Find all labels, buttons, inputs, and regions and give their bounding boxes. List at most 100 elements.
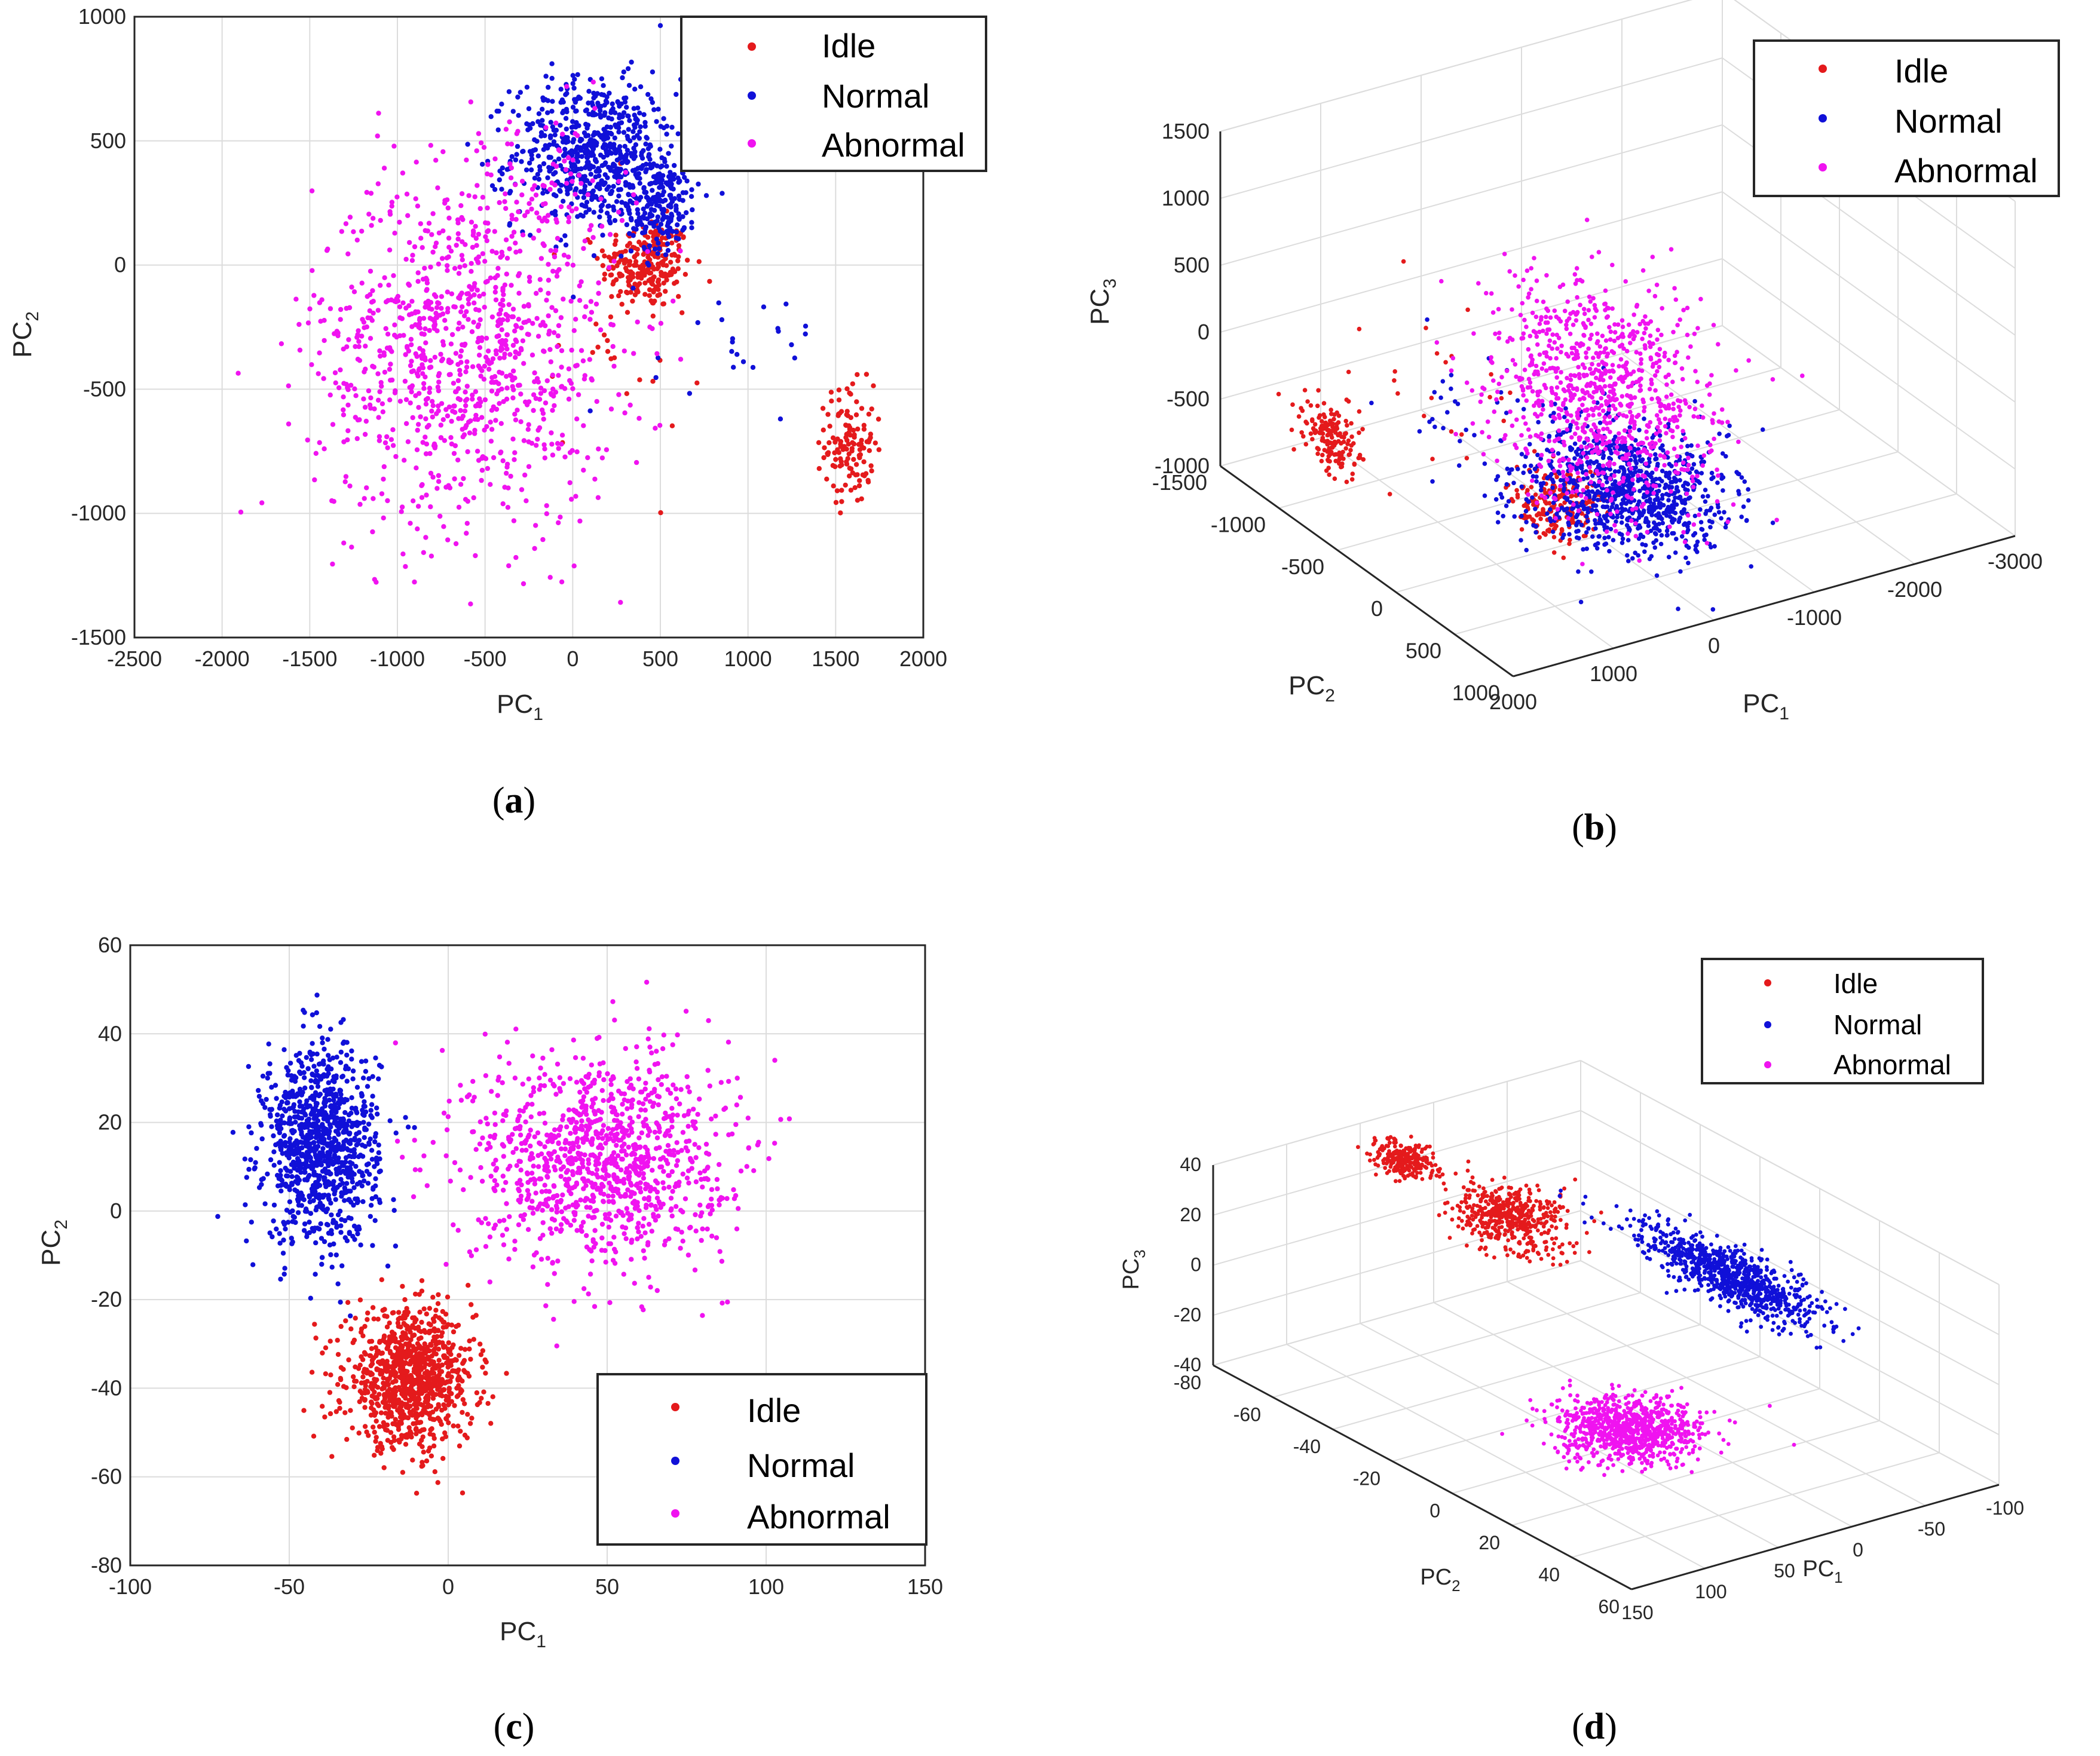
point-normal <box>1646 523 1651 528</box>
point-abnormal <box>460 324 466 330</box>
point-normal <box>602 110 608 115</box>
point-abnormal <box>406 240 412 246</box>
point-abnormal <box>344 344 350 350</box>
point-abnormal <box>1618 334 1624 339</box>
point-abnormal <box>1502 252 1507 256</box>
point-normal <box>548 135 553 140</box>
point-abnormal <box>313 451 319 456</box>
x-tick-label: -2000 <box>1887 577 1942 602</box>
point-idle <box>1276 391 1281 397</box>
point-abnormal <box>1574 318 1579 323</box>
point-idle <box>1449 429 1454 434</box>
point-normal <box>1677 478 1682 483</box>
point-abnormal <box>570 262 576 268</box>
point-abnormal <box>509 373 514 379</box>
point-normal <box>1545 511 1550 516</box>
point-normal <box>1531 523 1536 528</box>
point-normal <box>1567 532 1572 537</box>
panel-a-legend: Idle Normal Abnormal <box>680 16 987 172</box>
point-abnormal <box>338 367 343 373</box>
point-abnormal <box>341 407 346 413</box>
point-normal <box>672 163 677 168</box>
point-abnormal <box>505 505 511 510</box>
point-abnormal <box>468 601 473 606</box>
point-abnormal <box>403 421 409 427</box>
point-idle <box>1319 458 1324 464</box>
point-normal <box>639 166 644 171</box>
point-normal <box>563 92 568 97</box>
point-abnormal <box>1584 445 1589 450</box>
point-normal <box>549 109 555 114</box>
point-idle <box>1545 528 1550 533</box>
point-idle <box>622 261 627 266</box>
point-abnormal <box>548 359 553 364</box>
point-abnormal <box>1541 299 1546 305</box>
point-normal <box>631 135 636 140</box>
point-abnormal <box>1584 455 1590 460</box>
point-normal <box>611 204 616 210</box>
point-abnormal <box>568 171 574 177</box>
point-normal <box>1712 544 1717 549</box>
point-normal <box>499 186 504 192</box>
point-normal <box>1572 441 1578 446</box>
point-normal <box>1611 538 1616 543</box>
point-abnormal <box>1620 394 1625 399</box>
point-normal <box>1626 559 1631 563</box>
point-abnormal <box>460 239 465 244</box>
point-normal <box>1600 504 1606 509</box>
point-normal <box>1640 534 1646 540</box>
point-idle <box>856 453 862 458</box>
point-abnormal <box>518 419 524 424</box>
point-normal <box>664 131 669 137</box>
point-abnormal <box>353 393 359 399</box>
point-normal <box>1519 538 1523 543</box>
point-normal <box>1595 489 1600 494</box>
point-normal <box>570 73 575 78</box>
point-normal <box>1369 400 1374 406</box>
point-abnormal <box>1643 461 1649 466</box>
point-abnormal <box>466 301 472 307</box>
point-abnormal <box>554 274 560 279</box>
point-abnormal <box>359 280 365 286</box>
point-abnormal <box>406 303 412 308</box>
point-abnormal <box>1490 360 1495 365</box>
point-abnormal <box>425 228 430 234</box>
point-abnormal <box>1548 315 1553 320</box>
point-abnormal <box>387 397 393 403</box>
point-abnormal <box>388 361 393 367</box>
point-abnormal <box>1486 434 1492 440</box>
point-abnormal <box>512 328 518 334</box>
point-idle <box>650 313 656 319</box>
point-abnormal <box>371 216 376 221</box>
point-abnormal <box>1539 431 1544 436</box>
point-abnormal <box>1670 379 1675 384</box>
point-normal <box>637 129 642 134</box>
point-abnormal <box>397 399 403 404</box>
point-normal <box>1637 428 1642 433</box>
point-abnormal <box>492 229 497 234</box>
point-abnormal <box>504 470 509 476</box>
point-abnormal <box>488 419 493 425</box>
point-abnormal <box>1664 382 1669 387</box>
point-abnormal <box>463 497 469 502</box>
point-idle <box>1310 437 1315 442</box>
point-abnormal <box>548 248 553 253</box>
point-abnormal <box>546 313 551 318</box>
point-abnormal <box>1568 332 1573 336</box>
point-normal <box>1445 410 1450 415</box>
point-abnormal <box>518 391 524 397</box>
point-idle <box>467 1346 472 1352</box>
point-abnormal <box>436 261 442 267</box>
point-abnormal <box>479 140 484 146</box>
point-normal <box>604 100 610 105</box>
point-abnormal <box>531 407 536 413</box>
point-abnormal <box>1681 308 1686 312</box>
point-idle <box>1320 419 1324 424</box>
point-idle <box>834 488 840 494</box>
point-abnormal <box>472 292 477 298</box>
point-normal <box>1647 556 1652 562</box>
point-abnormal <box>1596 362 1601 367</box>
point-abnormal <box>369 223 374 228</box>
point-abnormal <box>1649 382 1654 387</box>
point-abnormal <box>499 386 504 392</box>
